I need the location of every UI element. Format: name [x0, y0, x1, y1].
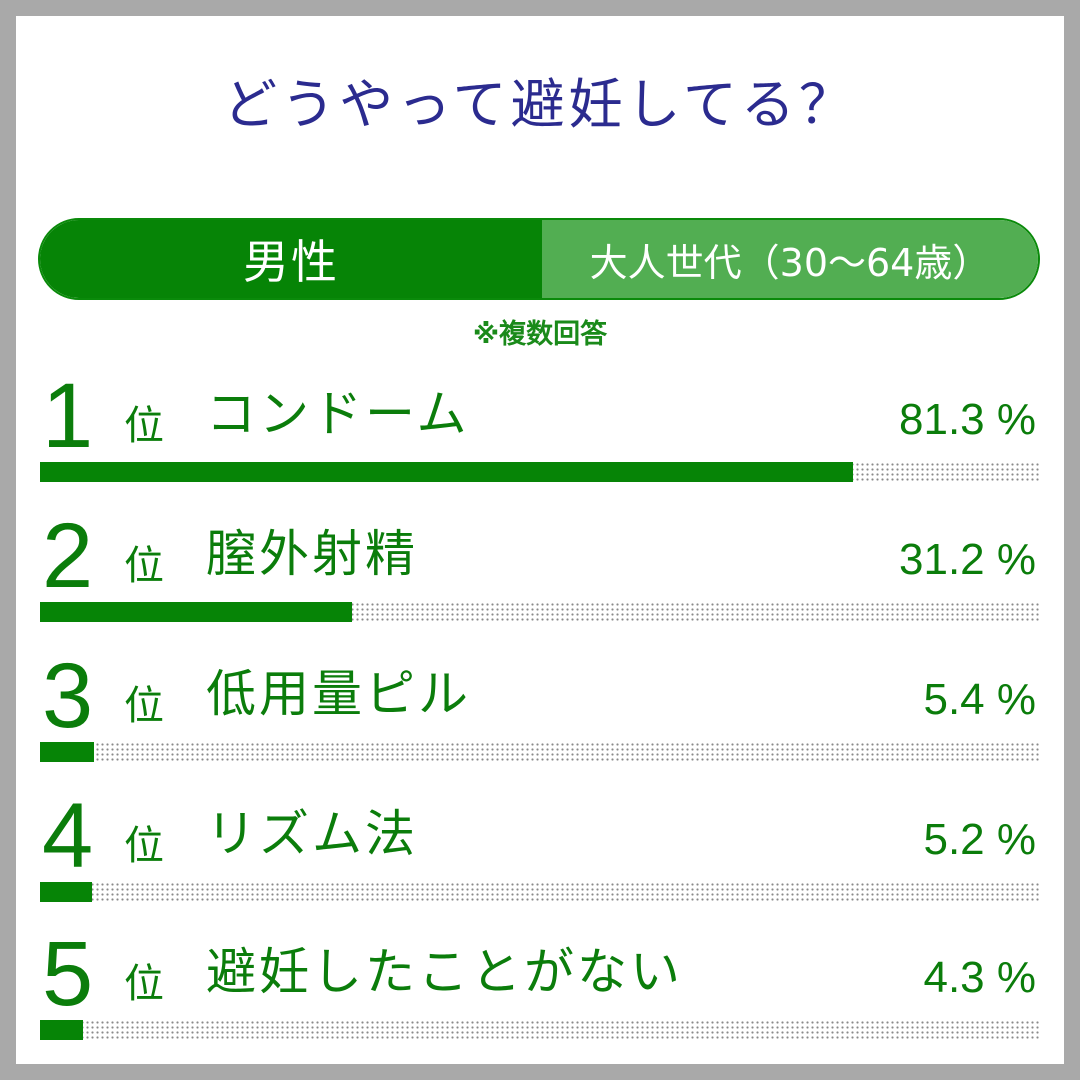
ranking-row: 5 位避妊したことがない 4.3 % [0, 928, 1080, 1068]
ranking-row: 2 位膣外射精 31.2 % [0, 510, 1080, 650]
segment-generation: 大人世代（30～64歳） [542, 220, 1038, 298]
bar [40, 1020, 83, 1040]
value-label: 31.2 % [899, 535, 1036, 584]
value-label: 4.3 % [923, 953, 1036, 1002]
bar [40, 882, 92, 902]
bar-track [40, 882, 1040, 902]
segment-gender: 男性 [40, 220, 542, 298]
ranking-row: 1 位コンドーム 81.3 % [0, 370, 1080, 510]
rank-number: 2 [42, 505, 94, 607]
rank-suffix: 位 [124, 403, 164, 449]
category-label: 避妊したことがない [206, 943, 683, 1001]
value-label: 5.4 % [923, 675, 1036, 724]
bar [40, 462, 853, 482]
value-label: 81.3 % [899, 395, 1036, 444]
category-label: 低用量ピル [206, 665, 471, 723]
ranking-row: 4 位リズム法 5.2 % [0, 790, 1080, 930]
rank-number: 5 [42, 923, 94, 1025]
ranking-row: 3 位低用量ピル 5.4 % [0, 650, 1080, 790]
category-label: 膣外射精 [206, 525, 418, 583]
category-label: リズム法 [206, 805, 418, 863]
rank-suffix: 位 [124, 961, 164, 1007]
bar [40, 742, 94, 762]
bar-track [40, 1020, 1040, 1040]
rank-number: 1 [42, 365, 94, 467]
chart-title: どうやって避妊してる？ [223, 73, 857, 136]
segment-pill: 男性 大人世代（30～64歳） [38, 218, 1040, 300]
rank-suffix: 位 [124, 683, 164, 729]
category-label: コンドーム [206, 385, 470, 443]
multiple-answer-note: ※複数回答 [472, 319, 608, 350]
bar-track [40, 742, 1040, 762]
rank-suffix: 位 [124, 823, 164, 869]
value-label: 5.2 % [923, 815, 1036, 864]
rank-number: 4 [42, 785, 94, 887]
rank-number: 3 [42, 645, 94, 747]
bar [40, 602, 352, 622]
rank-suffix: 位 [124, 543, 164, 589]
